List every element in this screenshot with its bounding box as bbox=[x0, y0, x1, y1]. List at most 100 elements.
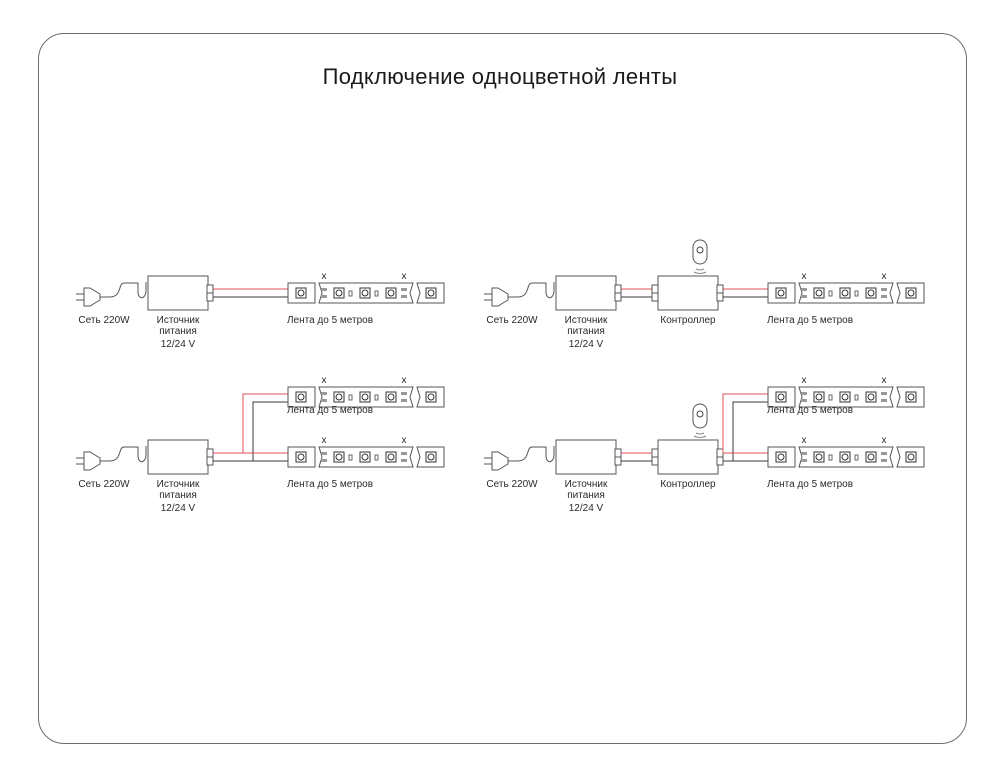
cut-mark: x bbox=[802, 271, 807, 282]
strip-label: Лента до 5 метров bbox=[287, 405, 373, 416]
page-title: Подключение одноцветной ленты bbox=[322, 64, 678, 89]
resistor bbox=[374, 290, 379, 297]
strip-label: Лента до 5 метров bbox=[767, 315, 853, 326]
led-lens bbox=[427, 453, 435, 461]
led-lens bbox=[777, 453, 785, 461]
connector bbox=[651, 284, 659, 294]
mains-label: Сеть 220W bbox=[78, 315, 130, 326]
led-chip bbox=[865, 391, 877, 403]
led-chip bbox=[839, 287, 851, 299]
led-chip bbox=[385, 287, 397, 299]
led-lens bbox=[867, 453, 875, 461]
led-chip bbox=[775, 287, 787, 299]
resistor bbox=[348, 290, 353, 297]
remote-control-icon bbox=[692, 239, 708, 274]
connector bbox=[206, 284, 214, 294]
resistor bbox=[348, 454, 353, 461]
led-chip bbox=[425, 391, 437, 403]
led-chip bbox=[333, 287, 345, 299]
mains-label: Сеть 220W bbox=[486, 315, 538, 326]
resistor bbox=[348, 394, 353, 401]
cut-mark: x bbox=[402, 375, 407, 386]
led-lens bbox=[867, 289, 875, 297]
led-lens bbox=[297, 453, 305, 461]
psu-label: питания bbox=[567, 490, 605, 501]
psu-label: Источник bbox=[157, 479, 200, 490]
power-supply-box bbox=[555, 439, 617, 475]
negative-wire bbox=[723, 401, 768, 462]
led-lens bbox=[335, 289, 343, 297]
led-lens bbox=[361, 289, 369, 297]
cut-mark: x bbox=[402, 271, 407, 282]
solder-pad bbox=[401, 295, 407, 298]
solder-pad bbox=[801, 452, 807, 455]
led-lens bbox=[387, 393, 395, 401]
negative-wire bbox=[213, 401, 288, 462]
plug-icon bbox=[484, 287, 518, 307]
led-chip bbox=[775, 451, 787, 463]
resistor bbox=[828, 394, 833, 401]
solder-pad bbox=[401, 452, 407, 455]
led-lens bbox=[427, 393, 435, 401]
solder-pad bbox=[321, 392, 327, 395]
connector bbox=[614, 284, 622, 294]
solder-pad bbox=[881, 399, 887, 402]
led-chip bbox=[839, 391, 851, 403]
led-chip bbox=[295, 287, 307, 299]
resistor bbox=[854, 290, 859, 297]
connector bbox=[716, 292, 724, 302]
led-chip bbox=[425, 287, 437, 299]
led-chip bbox=[775, 391, 787, 403]
led-chip bbox=[295, 391, 307, 403]
cut-mark: x bbox=[882, 271, 887, 282]
led-lens bbox=[361, 393, 369, 401]
led-chip bbox=[295, 451, 307, 463]
cut-mark: x bbox=[322, 375, 327, 386]
cut-mark: x bbox=[882, 435, 887, 446]
connector bbox=[614, 456, 622, 466]
connector bbox=[206, 292, 214, 302]
power-supply-box bbox=[147, 275, 209, 311]
solder-pad bbox=[881, 392, 887, 395]
cut-mark: x bbox=[802, 375, 807, 386]
solder-pad bbox=[401, 459, 407, 462]
connector bbox=[614, 448, 622, 458]
led-chip bbox=[905, 391, 917, 403]
led-lens bbox=[841, 289, 849, 297]
led-chip bbox=[425, 451, 437, 463]
solder-pad bbox=[321, 452, 327, 455]
psu-label: питания bbox=[159, 490, 197, 501]
remote-button bbox=[696, 246, 704, 254]
solder-pad bbox=[801, 459, 807, 462]
psu-voltage-label: 12/24 V bbox=[161, 503, 196, 514]
led-lens bbox=[297, 289, 305, 297]
connector bbox=[614, 292, 622, 302]
strip-label: Лента до 5 метров bbox=[767, 479, 853, 490]
solder-pad bbox=[801, 288, 807, 291]
led-chip bbox=[813, 391, 825, 403]
led-lens bbox=[387, 453, 395, 461]
power-supply-box bbox=[147, 439, 209, 475]
cut-mark: x bbox=[882, 375, 887, 386]
power-supply-box bbox=[555, 275, 617, 311]
led-lens bbox=[387, 289, 395, 297]
led-lens bbox=[361, 453, 369, 461]
solder-pad bbox=[321, 295, 327, 298]
psu-voltage-label: 12/24 V bbox=[569, 503, 604, 514]
solder-pad bbox=[801, 295, 807, 298]
led-lens bbox=[907, 393, 915, 401]
solder-pad bbox=[881, 459, 887, 462]
solder-pad bbox=[321, 399, 327, 402]
solder-pad bbox=[321, 288, 327, 291]
solder-pad bbox=[881, 288, 887, 291]
led-chip bbox=[865, 287, 877, 299]
connector bbox=[206, 456, 214, 466]
cut-mark: x bbox=[322, 435, 327, 446]
